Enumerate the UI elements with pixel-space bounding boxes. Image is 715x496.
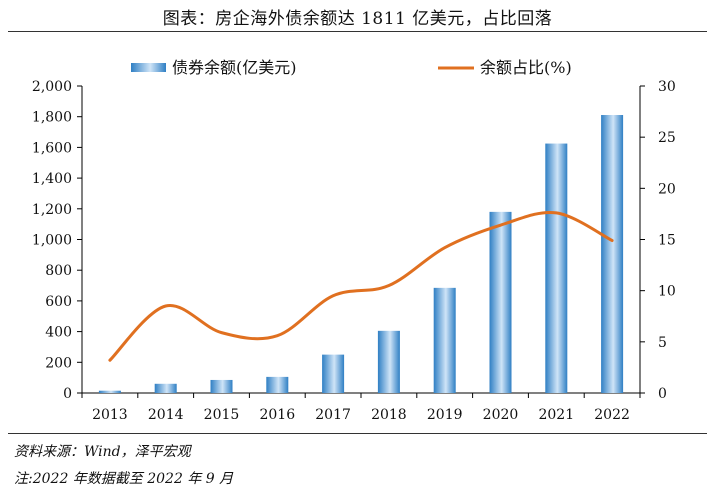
left-tick-label: 1,600 — [32, 140, 72, 156]
left-tick-label: 1,200 — [32, 202, 72, 218]
left-tick-label: 400 — [45, 325, 72, 341]
x-tick-label: 2013 — [92, 407, 128, 423]
right-tick-label: 10 — [658, 284, 676, 300]
left-tick-label: 2,000 — [32, 79, 72, 95]
bar — [322, 354, 345, 393]
legend-bar-swatch — [131, 63, 166, 72]
x-tick-label: 2014 — [148, 407, 184, 423]
share-line — [108, 210, 614, 362]
right-tick-label: 25 — [658, 130, 676, 146]
x-tick-label: 2015 — [204, 407, 240, 423]
right-tick-label: 5 — [658, 335, 667, 351]
bond-balance-chart: 债券余额(亿美元) 余额占比(%) 02004006008001,0001,200… — [32, 58, 676, 423]
source-note: 资料来源：Wind，泽平宏观 — [14, 444, 191, 460]
left-tick-label: 600 — [45, 294, 72, 310]
axis-labels: 02004006008001,0001,2001,4001,6001,8002,… — [32, 79, 676, 423]
bar — [266, 376, 289, 393]
right-tick-label: 20 — [658, 181, 676, 197]
bottom-divider — [8, 433, 707, 434]
right-tick-label: 30 — [658, 79, 676, 95]
left-tick-label: 200 — [45, 355, 72, 371]
x-tick-label: 2020 — [483, 407, 519, 423]
legend: 债券余额(亿美元) 余额占比(%) — [131, 58, 572, 77]
right-tick-label: 0 — [658, 386, 667, 402]
left-tick-label: 1,400 — [32, 171, 72, 187]
right-tick-label: 15 — [658, 233, 676, 249]
chart-title: 图表：房企海外债余额达 1811 亿美元，占比回落 — [162, 9, 553, 29]
title-divider — [8, 31, 707, 32]
x-tick-label: 2016 — [259, 407, 295, 423]
left-tick-label: 1,800 — [32, 110, 72, 126]
bar-series — [98, 115, 624, 393]
left-tick-label: 0 — [63, 386, 72, 402]
x-tick-label: 2019 — [427, 407, 463, 423]
bar — [489, 211, 512, 393]
bar — [545, 143, 568, 393]
x-tick-label: 2018 — [371, 407, 407, 423]
x-tick-label: 2017 — [315, 407, 351, 423]
line-series — [108, 210, 614, 362]
legend-line-label: 余额占比(%) — [480, 58, 572, 77]
bar — [210, 379, 233, 393]
bar — [154, 383, 177, 393]
x-tick-label: 2022 — [594, 407, 630, 423]
bar — [377, 330, 400, 393]
left-tick-label: 800 — [45, 263, 72, 279]
bar — [601, 115, 624, 393]
data-footnote: 注:2022 年数据截至 2022 年 9 月 — [14, 471, 234, 487]
x-tick-label: 2021 — [538, 407, 574, 423]
bar — [433, 287, 456, 393]
left-tick-label: 1,000 — [32, 233, 72, 249]
bar — [98, 390, 121, 393]
legend-bar-label: 债券余额(亿美元) — [172, 58, 297, 77]
